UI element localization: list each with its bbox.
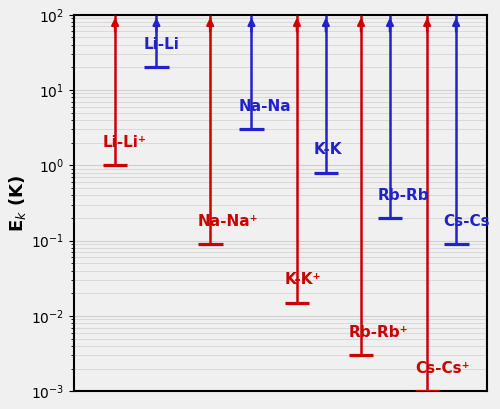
Text: K-K⁺: K-K⁺ <box>284 272 321 288</box>
Text: K-K: K-K <box>314 142 342 157</box>
Text: Cs-Cs⁺: Cs-Cs⁺ <box>415 361 470 376</box>
Text: Li-Li: Li-Li <box>144 37 180 52</box>
Text: Rb-Rb: Rb-Rb <box>378 188 429 202</box>
Y-axis label: E$_k$ (K): E$_k$ (K) <box>7 174 28 232</box>
Text: Na-Na⁺: Na-Na⁺ <box>198 214 258 229</box>
Text: Rb-Rb⁺: Rb-Rb⁺ <box>348 325 408 340</box>
Text: Na-Na: Na-Na <box>239 99 292 114</box>
Text: Li-Li⁺: Li-Li⁺ <box>102 135 146 150</box>
Text: Cs-Cs: Cs-Cs <box>444 214 490 229</box>
